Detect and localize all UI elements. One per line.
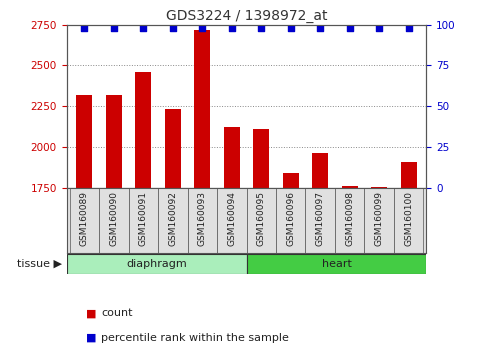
Bar <box>135 72 151 188</box>
Bar <box>165 109 181 188</box>
Bar <box>253 129 269 188</box>
Bar <box>224 127 240 188</box>
Text: diaphragm: diaphragm <box>126 259 187 269</box>
Bar <box>282 173 299 188</box>
Text: GSM160098: GSM160098 <box>345 191 354 246</box>
Bar <box>106 95 122 188</box>
Text: heart: heart <box>321 259 352 269</box>
Bar <box>276 188 306 253</box>
Bar <box>158 188 187 253</box>
Text: GSM160100: GSM160100 <box>404 191 413 246</box>
Text: GSM160092: GSM160092 <box>168 191 177 246</box>
Point <box>405 25 413 31</box>
Text: GSM160096: GSM160096 <box>286 191 295 246</box>
Point <box>169 25 176 31</box>
Text: count: count <box>101 308 133 318</box>
Bar <box>246 254 426 274</box>
Bar <box>335 188 364 253</box>
Text: GDS3224 / 1398972_at: GDS3224 / 1398972_at <box>166 9 327 23</box>
Text: GSM160099: GSM160099 <box>375 191 384 246</box>
Text: GSM160093: GSM160093 <box>198 191 207 246</box>
Text: GSM160090: GSM160090 <box>109 191 118 246</box>
Text: tissue ▶: tissue ▶ <box>17 259 62 269</box>
Point <box>140 25 147 31</box>
Point <box>80 25 88 31</box>
Point <box>375 25 383 31</box>
Point <box>317 25 324 31</box>
Point <box>287 25 295 31</box>
Text: GSM160089: GSM160089 <box>80 191 89 246</box>
Bar <box>70 188 99 253</box>
Bar <box>129 188 158 253</box>
Bar <box>246 188 276 253</box>
Point <box>228 25 236 31</box>
Text: GSM160097: GSM160097 <box>316 191 325 246</box>
Bar <box>99 188 129 253</box>
Text: GSM160095: GSM160095 <box>257 191 266 246</box>
Text: ■: ■ <box>86 308 97 318</box>
Bar <box>187 188 217 253</box>
Point <box>198 25 206 31</box>
Text: GSM160091: GSM160091 <box>139 191 148 246</box>
Bar <box>217 188 246 253</box>
Bar <box>194 30 211 188</box>
Text: ■: ■ <box>86 333 97 343</box>
Text: GSM160094: GSM160094 <box>227 191 236 246</box>
Bar <box>401 161 417 188</box>
Bar <box>67 254 246 274</box>
Bar <box>394 188 423 253</box>
Bar <box>306 188 335 253</box>
Text: percentile rank within the sample: percentile rank within the sample <box>101 333 289 343</box>
Bar <box>312 153 328 188</box>
Point <box>257 25 265 31</box>
Point <box>346 25 353 31</box>
Bar <box>364 188 394 253</box>
Bar <box>342 186 358 188</box>
Bar <box>76 95 92 188</box>
Bar <box>371 187 387 188</box>
Point <box>110 25 118 31</box>
